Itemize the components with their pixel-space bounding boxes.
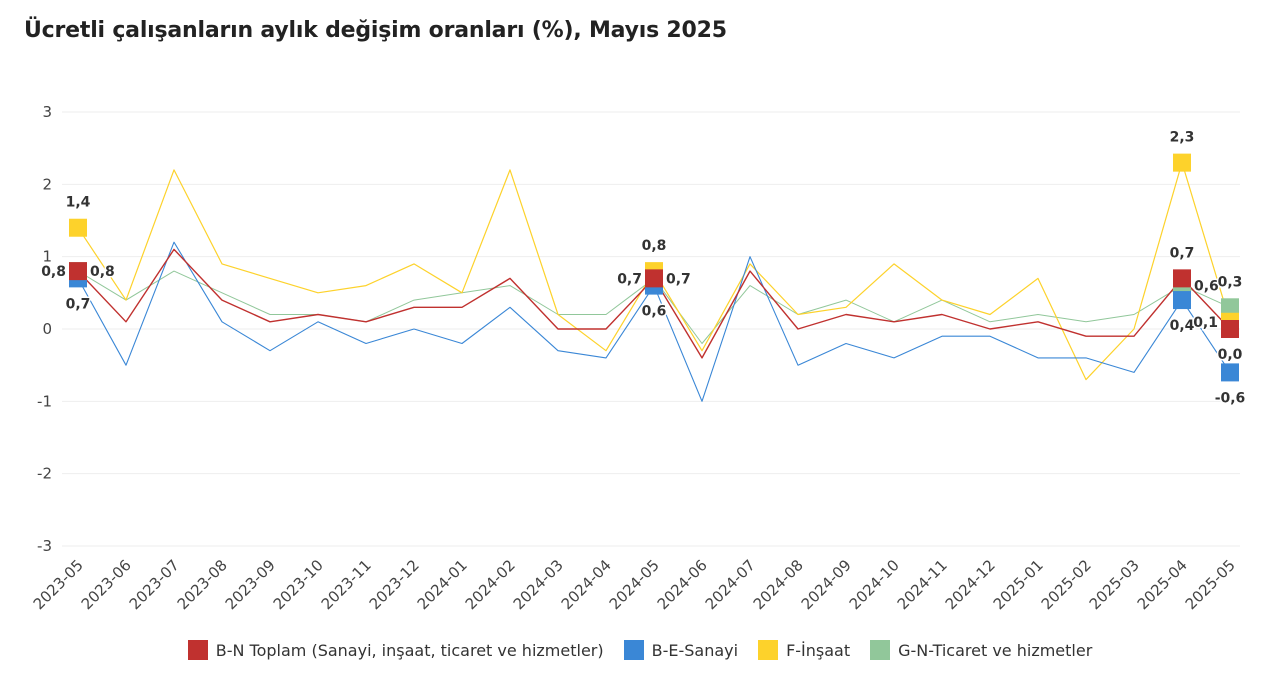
data-label: 0,8 [642, 238, 667, 254]
legend-swatch-bn-toplam [187, 640, 208, 660]
x-tick-label: 2024-09 [798, 556, 855, 613]
data-point-marker [1221, 363, 1239, 382]
legend-label-f-insaat: F-İnşaat [786, 640, 851, 660]
x-tick-label: 2025-02 [1038, 556, 1095, 613]
data-label: 0,6 [1194, 279, 1219, 295]
legend-item-gn-ticaret[interactable]: G-N-Ticaret ve hizmetler [870, 640, 1092, 660]
data-label: 0,0 [1218, 347, 1243, 363]
data-label: -0,6 [1215, 390, 1246, 406]
legend-swatch-f-insaat [758, 640, 779, 660]
data-label: 0,3 [1218, 274, 1243, 290]
x-tick-label: 2024-04 [558, 556, 615, 613]
legend-label-be-sanayi: B-E-Sanayi [651, 640, 739, 660]
x-tick-label: 2024-03 [510, 556, 567, 613]
x-tick-label: 2024-11 [894, 556, 951, 613]
data-label: 1,4 [66, 195, 91, 211]
x-tick-label: 2023-12 [366, 556, 423, 613]
x-tick-label: 2025-03 [1086, 556, 1143, 613]
data-point-marker [1173, 153, 1191, 172]
x-tick-label: 2024-08 [750, 556, 807, 613]
data-label: 0,7 [617, 271, 642, 287]
data-label: 0,6 [642, 304, 667, 320]
x-tick-label: 2023-09 [222, 556, 279, 613]
legend-swatch-be-sanayi [623, 640, 644, 660]
y-tick-label: 0 [42, 320, 52, 338]
data-point-marker [645, 269, 663, 288]
x-tick-label: 2023-06 [78, 556, 135, 613]
data-point-marker [69, 262, 87, 281]
y-tick-label: 3 [42, 103, 52, 121]
x-tick-label: 2023-10 [270, 556, 327, 613]
y-tick-label: 1 [42, 248, 52, 266]
data-label: 2,3 [1170, 130, 1195, 146]
data-point-marker [1221, 320, 1239, 338]
data-label: 0,1 [1193, 315, 1218, 331]
x-tick-label: 2024-06 [654, 556, 711, 613]
x-tick-label: 2025-05 [1182, 556, 1239, 613]
x-tick-label: 2025-04 [1134, 556, 1191, 613]
data-label: 0,4 [1170, 318, 1195, 334]
data-label: 0,7 [666, 271, 691, 287]
legend-label-bn-toplam: B-N Toplam (Sanayi, inşaat, ticaret ve h… [215, 640, 604, 660]
legend-item-f-insaat[interactable]: F-İnşaat [758, 640, 850, 660]
x-tick-label: 2024-01 [414, 556, 471, 613]
legend-swatch-gn-ticaret [870, 640, 891, 660]
legend: B-N Toplam (Sanayi, inşaat, ticaret ve h… [0, 640, 1280, 660]
x-tick-label: 2025-01 [990, 556, 1047, 613]
x-tick-label: 2024-05 [606, 556, 663, 613]
data-label: 0,8 [41, 264, 66, 280]
x-tick-label: 2024-07 [702, 556, 759, 613]
x-tick-label: 2023-07 [126, 556, 183, 613]
data-label: 0,7 [66, 296, 91, 312]
line-chart: 3210-1-2-32023-052023-062023-072023-0820… [30, 103, 1247, 613]
x-tick-label: 2024-10 [846, 556, 903, 613]
x-tick-label: 2024-12 [942, 556, 999, 613]
data-point-marker [1221, 298, 1239, 317]
chart-title: Ücretli çalışanların aylık değişim oranl… [24, 18, 727, 43]
legend-label-gn-ticaret: G-N-Ticaret ve hizmetler [898, 640, 1093, 660]
legend-item-bn-toplam[interactable]: B-N Toplam (Sanayi, inşaat, ticaret ve h… [187, 640, 604, 660]
data-point-marker [69, 218, 87, 237]
data-label: 0,7 [1170, 245, 1195, 261]
y-tick-label: -3 [37, 537, 52, 555]
x-tick-label: 2023-11 [318, 556, 375, 613]
data-label: 0,8 [90, 264, 115, 280]
y-tick-label: -1 [37, 392, 52, 410]
x-tick-label: 2023-08 [174, 556, 231, 613]
x-tick-label: 2024-02 [462, 556, 519, 613]
data-point-marker [1173, 291, 1191, 310]
x-tick-label: 2023-05 [30, 556, 87, 613]
legend-item-be-sanayi[interactable]: B-E-Sanayi [623, 640, 739, 660]
y-tick-label: 2 [42, 175, 52, 193]
data-point-marker [1173, 269, 1191, 288]
y-tick-label: -2 [37, 465, 52, 483]
